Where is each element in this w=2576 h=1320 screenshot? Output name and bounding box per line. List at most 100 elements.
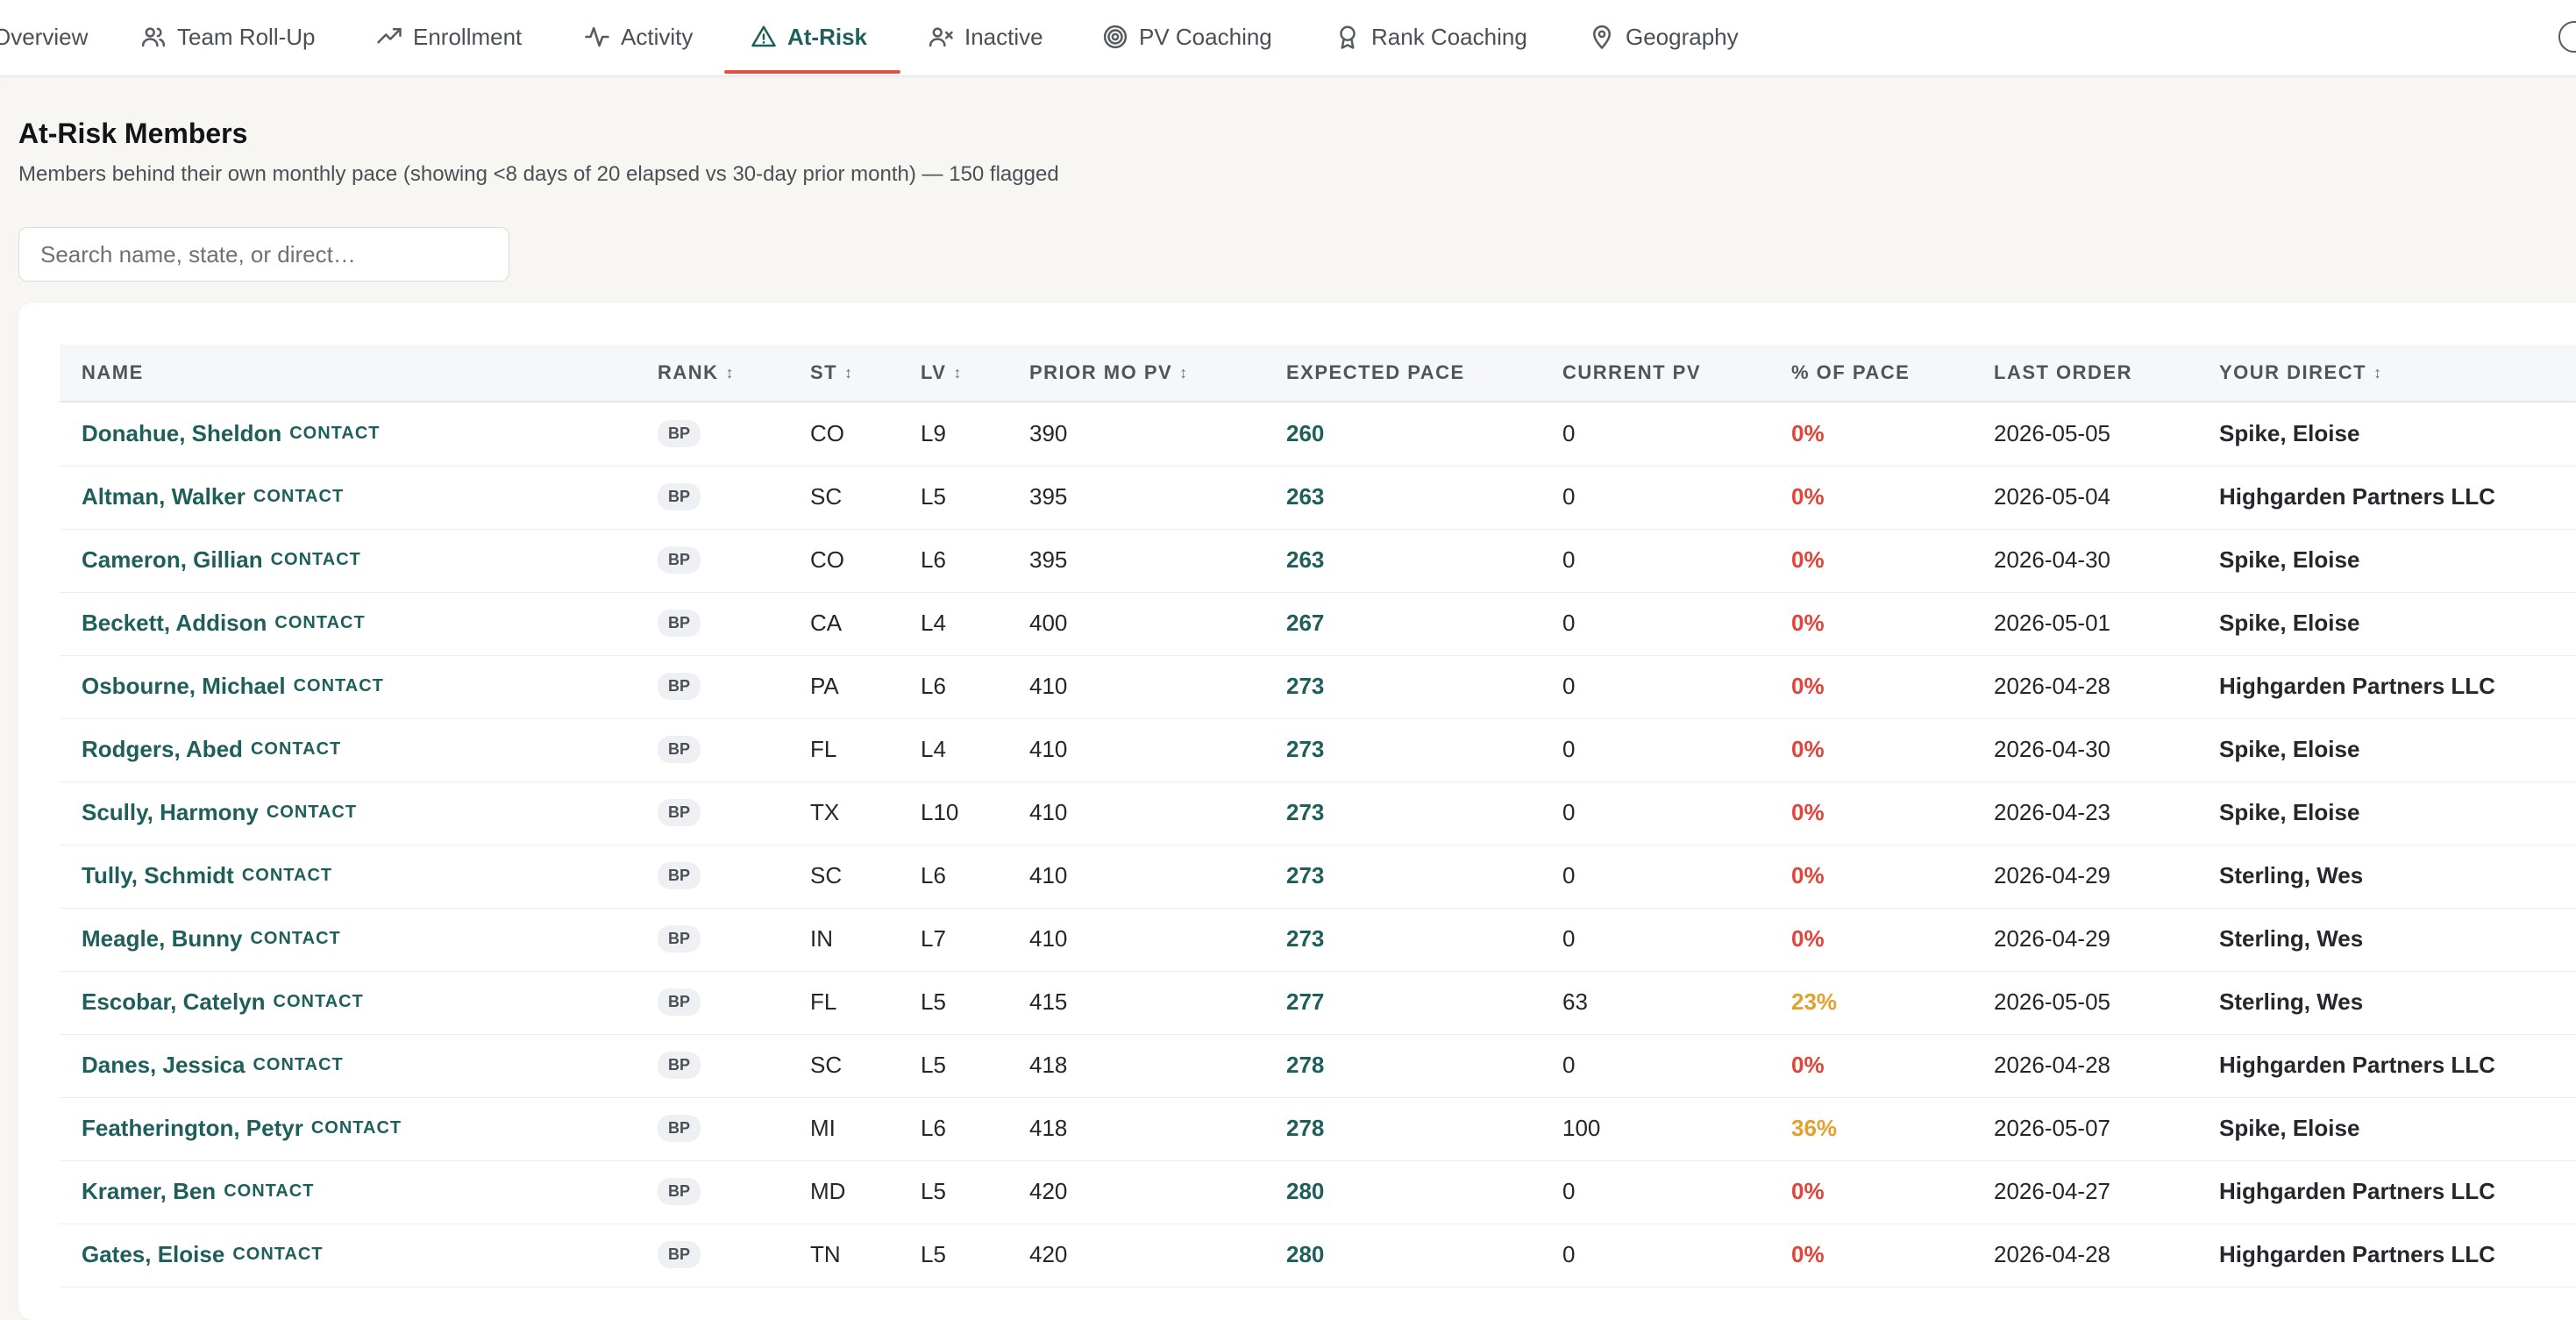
name-cell[interactable]: Cameron, Gillian CONTACT (82, 529, 361, 591)
rank-badge: BP (658, 1034, 701, 1096)
last-order-cell: 2026-04-30 (1994, 529, 2110, 591)
your-direct-cell: Spike, Eloise (2219, 781, 2359, 844)
table-row[interactable]: Escobar, Catelyn CONTACT BP FL L5 415 277 63 23%… (60, 971, 2576, 1035)
table-row[interactable]: Meagle, Bunny CONTACT BP IN L7 410 273 0 0% 2026-… (60, 908, 2576, 972)
tab-team-roll-up[interactable]: Team Roll-Up (140, 0, 316, 74)
col-header-st[interactable]: ST ↕ (810, 361, 853, 383)
state-cell: TN (810, 1224, 841, 1286)
last-order-cell: 2026-05-04 (1994, 466, 2110, 528)
prior-mo-pv-cell: 410 (1029, 925, 1068, 952)
table-row[interactable]: Danes, Jessica CONTACT BP SC L5 418 278 0 0% 2026… (60, 1034, 2576, 1098)
tab-geography[interactable]: Geography (1589, 0, 1739, 74)
sort-icon[interactable]: ↕ (725, 363, 734, 382)
table-row[interactable]: Osbourne, Michael CONTACT BP PA L6 410 273 0 0% 2… (60, 655, 2576, 719)
search-input[interactable] (18, 227, 509, 282)
member-name-link[interactable]: Gates, Eloise (82, 1241, 225, 1267)
member-name-link[interactable]: Featherington, Petyr (82, 1115, 303, 1141)
last-order-cell: 2026-05-05 (1994, 403, 2110, 465)
rank-badge: BP (658, 1241, 701, 1268)
sort-icon[interactable]: ↕ (953, 363, 962, 382)
table-row[interactable]: Featherington, Petyr CONTACT BP MI L6 418 278 1… (60, 1097, 2576, 1161)
state-cell: FL (810, 736, 837, 762)
level-cell: L5 (921, 971, 946, 1033)
expected-pace-cell: 277 (1286, 988, 1325, 1015)
contact-tag: CONTACT (253, 1055, 344, 1074)
member-name-link[interactable]: Scully, Harmony (82, 799, 259, 825)
member-name-link[interactable]: Donahue, Sheldon (82, 420, 282, 446)
sort-icon[interactable]: ↕ (2373, 363, 2382, 382)
name-cell[interactable]: Kramer, Ben CONTACT (82, 1160, 314, 1223)
name-cell[interactable]: Donahue, Sheldon CONTACT (82, 403, 381, 465)
last-order-cell: 2026-04-29 (1994, 862, 2110, 888)
member-name-link[interactable]: Tully, Schmidt (82, 862, 234, 888)
table-row[interactable]: Scully, Harmony CONTACT BP TX L10 410 273 0 0% 20… (60, 781, 2576, 846)
help-icon[interactable] (2558, 21, 2576, 53)
name-cell[interactable]: Altman, Walker CONTACT (82, 466, 344, 528)
tab-enrollment[interactable]: Enrollment (376, 0, 522, 74)
tab-at-risk[interactable]: At-Risk (751, 0, 867, 74)
member-name-link[interactable]: Kramer, Ben (82, 1178, 217, 1204)
state-cell: TX (810, 781, 839, 844)
member-name-link[interactable]: Altman, Walker (82, 483, 246, 510)
your-direct-cell: Spike, Eloise (2219, 736, 2360, 762)
tab-rank-coaching[interactable]: Rank Coaching (1334, 0, 1527, 74)
table-row[interactable]: Gates, Eloise CONTACT BP TN L5 420 280 0 0% 2026-… (60, 1224, 2576, 1288)
state-cell: CO (810, 529, 844, 591)
sort-icon[interactable]: ↕ (1179, 363, 1188, 382)
name-cell[interactable]: Escobar, Catelyn CONTACT (82, 971, 364, 1033)
prior-mo-pv-cell: 410 (1029, 655, 1067, 717)
member-name-link[interactable]: Beckett, Addison (82, 610, 267, 636)
name-cell[interactable]: Gates, Eloise CONTACT (82, 1224, 324, 1286)
member-name-link[interactable]: Danes, Jessica (82, 1052, 246, 1078)
rank-badge: BP (658, 1224, 701, 1286)
member-name-link[interactable]: Meagle, Bunny (82, 925, 243, 952)
activity-icon (585, 26, 609, 47)
name-cell[interactable]: Featherington, Petyr CONTACT (82, 1097, 402, 1159)
pct-of-pace-cell: 0% (1791, 529, 1825, 591)
member-name-link[interactable]: Escobar, Catelyn (82, 988, 266, 1015)
tab-overview[interactable]: Overview (0, 0, 88, 74)
pct-of-pace-cell: 0% (1791, 466, 1825, 528)
table-row[interactable]: Tully, Schmidt CONTACT BP SC L6 410 273 0 0% 2026… (60, 845, 2576, 909)
prior-mo-pv-cell: 410 (1029, 673, 1068, 699)
col-header-your-direct[interactable]: YOUR DIRECT ↕ (2219, 361, 2382, 383)
prior-mo-pv-cell: 390 (1029, 403, 1067, 465)
table-row[interactable]: Cameron, Gillian CONTACT BP CO L6 395 263 0 0% 20… (60, 529, 2576, 593)
name-cell[interactable]: Osbourne, Michael CONTACT (82, 655, 384, 717)
name-cell[interactable]: Rodgers, Abed CONTACT (82, 718, 341, 781)
table-row[interactable]: Kramer, Ben CONTACT BP MD L5 420 280 0 0% 2026-04… (60, 1160, 2576, 1224)
col-header-lv[interactable]: LV ↕ (921, 361, 962, 383)
tab-pv-coaching[interactable]: PV Coaching (1102, 0, 1272, 74)
name-cell[interactable]: Beckett, Addison CONTACT (82, 592, 366, 654)
prior-mo-pv-cell: 400 (1029, 610, 1068, 636)
member-name-link[interactable]: Cameron, Gillian (82, 546, 263, 573)
tab-activity[interactable]: Activity (584, 0, 693, 74)
name-cell[interactable]: Meagle, Bunny CONTACT (82, 908, 341, 970)
tab-inactive[interactable]: Inactive (928, 0, 1043, 74)
table-row[interactable]: Altman, Walker CONTACT BP SC L5 395 263 0 0% 2026… (60, 466, 2576, 530)
current-pv-cell: 0 (1562, 718, 1575, 781)
col-header-prior-mo-pv[interactable]: PRIOR MO PV ↕ (1029, 361, 1188, 383)
sort-icon[interactable]: ↕ (844, 363, 853, 382)
member-name-link[interactable]: Rodgers, Abed (82, 736, 243, 762)
current-pv-cell: 0 (1562, 546, 1576, 573)
name-cell[interactable]: Danes, Jessica CONTACT (82, 1034, 344, 1096)
your-direct-cell: Sterling, Wes (2219, 845, 2363, 907)
expected-pace-cell: 278 (1286, 1052, 1325, 1078)
pct-of-pace-cell: 0% (1791, 420, 1825, 446)
level-cell: L9 (921, 403, 946, 465)
state-cell: SC (810, 466, 842, 528)
your-direct-cell: Spike, Eloise (2219, 1097, 2359, 1159)
col-header-rank[interactable]: RANK ↕ (658, 361, 734, 383)
member-name-link[interactable]: Osbourne, Michael (82, 673, 286, 699)
level-cell: L10 (921, 781, 958, 844)
name-cell[interactable]: Tully, Schmidt CONTACT (82, 845, 332, 907)
rank-badge: BP (658, 988, 701, 1016)
table-row[interactable]: Donahue, Sheldon CONTACT BP CO L9 390 260 0 0% 20… (60, 403, 2576, 467)
level-cell: L9 (921, 420, 946, 446)
table-row[interactable]: Rodgers, Abed CONTACT BP FL L4 410 273 0 0% 2026-… (60, 718, 2576, 782)
table-row[interactable]: Beckett, Addison CONTACT BP CA L4 400 267 0 0% 20… (60, 592, 2576, 656)
col-header-expected-pace: EXPECTED PACE (1286, 361, 1465, 383)
name-cell[interactable]: Scully, Harmony CONTACT (82, 781, 357, 844)
expected-pace-cell: 278 (1286, 1097, 1324, 1159)
